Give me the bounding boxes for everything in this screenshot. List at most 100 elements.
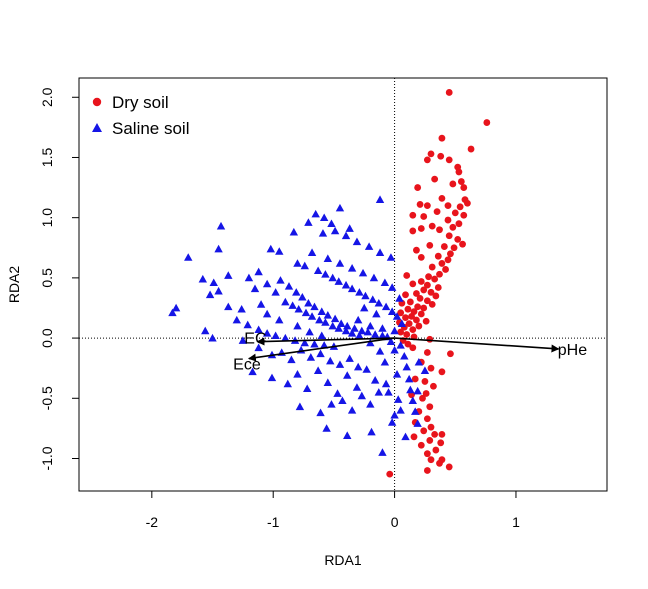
dry-soil-point bbox=[406, 298, 414, 306]
x-tick-label: 0 bbox=[391, 514, 399, 530]
legend-label: Dry soil bbox=[112, 93, 169, 112]
saline-soil-point bbox=[352, 383, 362, 391]
dry-soil-point bbox=[445, 156, 453, 164]
saline-soil-point bbox=[343, 431, 352, 439]
dry-soil-point bbox=[460, 184, 468, 191]
biplot-label-phe: pHe bbox=[558, 342, 587, 359]
saline-soil-point bbox=[386, 253, 396, 261]
dry-soil-point bbox=[428, 222, 436, 230]
saline-soil-point bbox=[298, 292, 307, 301]
saline-soil-point bbox=[293, 370, 302, 378]
saline-soil-point bbox=[372, 309, 381, 318]
data-points bbox=[168, 89, 491, 478]
saline-soil-point bbox=[288, 301, 297, 309]
saline-soil-point bbox=[302, 384, 312, 393]
dry-soil-point bbox=[386, 470, 394, 478]
saline-soil-point bbox=[333, 389, 342, 397]
saline-soil-point bbox=[254, 267, 263, 276]
saline-soil-point bbox=[318, 229, 328, 237]
reference-lines bbox=[79, 78, 607, 491]
x-tick-label: -2 bbox=[146, 514, 159, 530]
saline-soil-point bbox=[311, 209, 320, 218]
dry-soil-point bbox=[404, 305, 412, 313]
saline-soil-point bbox=[295, 402, 305, 411]
legend-dry-soil-marker bbox=[92, 97, 102, 107]
saline-soil-point bbox=[238, 336, 248, 344]
y-axis-label: RDA2 bbox=[6, 266, 22, 304]
saline-soil-point bbox=[328, 321, 337, 330]
dry-soil-point bbox=[428, 300, 436, 308]
saline-soil-point bbox=[300, 261, 309, 270]
dry-soil-point bbox=[421, 378, 429, 385]
dry-soil-point bbox=[445, 232, 453, 240]
saline-soil-point bbox=[404, 374, 414, 383]
x-axis-label: RDA1 bbox=[324, 552, 362, 568]
saline-soil-point bbox=[380, 278, 390, 287]
dry-soil-point bbox=[427, 364, 435, 372]
dry-soil-point bbox=[431, 431, 439, 438]
saline-soil-point bbox=[343, 371, 352, 379]
dry-soil-point bbox=[442, 266, 449, 273]
biplot-arrow-ec bbox=[256, 337, 395, 346]
x-tick-label: -1 bbox=[267, 514, 280, 530]
saline-soil-point bbox=[317, 307, 326, 315]
dry-soil-point bbox=[414, 184, 422, 191]
dry-soil-point bbox=[430, 382, 437, 390]
dry-soil-point bbox=[447, 250, 454, 258]
saline-soil-point bbox=[201, 326, 210, 335]
saline-soil-point bbox=[307, 312, 317, 320]
dry-soil-point bbox=[440, 243, 448, 250]
dry-soil-point bbox=[420, 427, 428, 435]
dry-soil-point bbox=[426, 241, 434, 249]
saline-soil-point bbox=[205, 290, 215, 299]
saline-soil-point bbox=[353, 362, 363, 371]
saline-soil-point bbox=[254, 343, 263, 352]
saline-soil-point bbox=[310, 339, 319, 348]
dry-soil-point bbox=[402, 314, 409, 322]
y-tick-label: 1.5 bbox=[39, 148, 55, 168]
dry-soil-point bbox=[444, 256, 452, 264]
saline-soil-point bbox=[319, 213, 329, 222]
dry-soil-point bbox=[451, 209, 459, 217]
dry-soil-point bbox=[422, 317, 430, 325]
saline-soil-point bbox=[413, 419, 422, 427]
saline-soil-point bbox=[313, 366, 323, 374]
saline-soil-point bbox=[345, 224, 354, 232]
dry-soil-point bbox=[456, 203, 464, 211]
saline-soil-point bbox=[275, 315, 284, 324]
saline-soil-point bbox=[380, 357, 390, 366]
saline-soil-point bbox=[292, 288, 301, 296]
saline-soil-point bbox=[378, 448, 387, 456]
saline-soil-point bbox=[304, 298, 313, 307]
dry-soil-point bbox=[460, 211, 468, 219]
dry-soil-point bbox=[437, 439, 445, 447]
saline-soil-point bbox=[362, 365, 371, 373]
dry-soil-point bbox=[420, 286, 428, 294]
dry-soil-point bbox=[427, 288, 435, 296]
saline-soil-point bbox=[358, 268, 368, 277]
saline-soil-point bbox=[198, 274, 208, 283]
dry-soil-point bbox=[423, 415, 431, 423]
saline-soil-point bbox=[284, 282, 294, 290]
y-axis: -1.0 -0.5 0.0 0.5 1.0 1.5 2.0 bbox=[39, 87, 80, 471]
saline-soil-point bbox=[355, 331, 364, 340]
saline-soil-point bbox=[334, 277, 343, 285]
saline-soil-point bbox=[315, 315, 324, 324]
legend-saline-soil-marker bbox=[92, 123, 102, 132]
biplot-arrows: EC Ece pHe bbox=[233, 331, 587, 374]
dry-soil-point bbox=[427, 456, 435, 464]
dry-soil-point bbox=[433, 208, 441, 216]
y-tick-label: 2.0 bbox=[39, 87, 55, 107]
saline-soil-point bbox=[335, 203, 345, 212]
y-tick-label: -0.5 bbox=[39, 386, 55, 410]
legend: Dry soil Saline soil bbox=[92, 93, 190, 138]
dry-soil-point bbox=[402, 291, 409, 299]
saline-soil-point bbox=[275, 247, 284, 255]
dry-soil-point bbox=[449, 223, 457, 231]
saline-soil-point bbox=[360, 303, 369, 312]
dry-soil-point bbox=[423, 281, 431, 289]
saline-soil-point bbox=[378, 324, 387, 332]
dry-soil-point bbox=[432, 292, 440, 300]
dry-soil-point bbox=[426, 403, 434, 411]
dry-soil-point bbox=[436, 226, 443, 234]
